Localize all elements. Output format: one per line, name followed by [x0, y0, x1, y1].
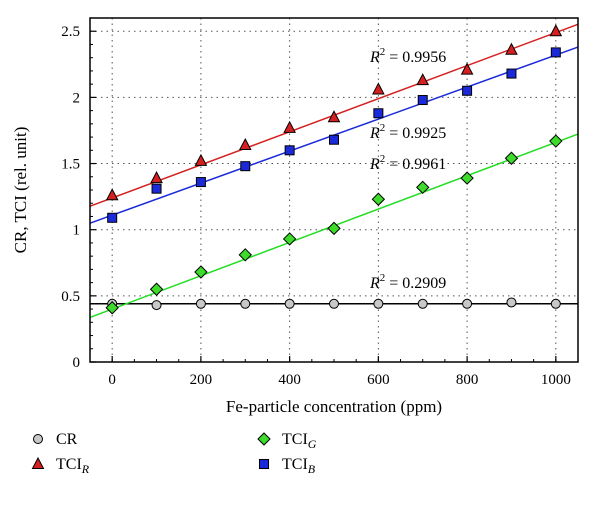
- legend-item: TCIG: [257, 431, 317, 451]
- point-cr: [462, 298, 473, 309]
- legend-item: TCIR: [31, 456, 90, 476]
- point-tci-g: [105, 301, 119, 315]
- point-tci-b: [151, 183, 162, 194]
- point-tci-b: [462, 85, 473, 96]
- point-tci-r: [505, 42, 518, 55]
- legend-label: TCIR: [56, 456, 90, 476]
- legend-label: CR: [56, 431, 78, 448]
- point-tci-r: [150, 171, 163, 184]
- y-axis-title: CR, TCI (rel. unit): [11, 127, 30, 254]
- r2-label-tci-b: R2 = 0.9925: [369, 122, 446, 142]
- legend-label: TCIG: [282, 431, 317, 451]
- point-cr: [417, 298, 428, 309]
- legend-square-icon: [259, 459, 269, 469]
- grid: [90, 18, 578, 363]
- point-tci-r: [283, 120, 296, 133]
- y-tick-label: 0.5: [61, 289, 80, 305]
- point-tci-g: [504, 151, 519, 165]
- point-tci-b: [329, 134, 339, 145]
- y-tick-label: 1: [73, 223, 81, 239]
- point-tci-g: [327, 221, 341, 236]
- point-tci-b: [506, 68, 517, 79]
- point-tci-g: [149, 282, 164, 296]
- point-tci-g: [194, 265, 208, 279]
- point-tci-r: [549, 24, 563, 37]
- point-tci-g: [416, 180, 430, 195]
- legend-diamond-icon: [257, 432, 271, 446]
- x-tick-label: 400: [278, 372, 301, 388]
- r2-label-tci-r: R2 = 0.9956: [369, 46, 446, 66]
- point-tci-g: [549, 134, 563, 148]
- y-tick-label: 2.5: [61, 24, 80, 40]
- point-tci-b: [284, 145, 295, 156]
- legend-triangle-icon: [31, 456, 45, 469]
- point-tci-r: [460, 62, 474, 75]
- legend: CR TCIG TCIR TCIB: [31, 431, 317, 476]
- r-squared-labels: R2 = 0.2909 R2 = 0.9956 R2 = 0.9961 R2 = 0.…: [369, 46, 446, 292]
- point-tci-b: [240, 161, 251, 172]
- point-cr: [240, 298, 251, 309]
- point-tci-g: [282, 232, 297, 246]
- legend-label: TCIB: [282, 456, 316, 476]
- point-tci-b: [195, 177, 206, 188]
- point-tci-r: [372, 82, 385, 95]
- point-tci-g: [460, 171, 474, 185]
- point-cr: [373, 298, 384, 309]
- point-tci-r: [327, 110, 341, 123]
- x-tick-label: 800: [456, 372, 479, 388]
- point-tci-r: [416, 73, 430, 86]
- r2-label-tci-g: R2 = 0.9961: [369, 153, 446, 173]
- y-tick-label: 2: [73, 90, 81, 106]
- x-tick-label: 1000: [541, 372, 571, 388]
- r2-label-cr: R2 = 0.2909: [369, 272, 446, 292]
- point-tci-r: [238, 137, 252, 151]
- axis-ticks: 0 200 400 600 800 1000 0 0.5 1 1.5 2 2.5: [61, 24, 571, 388]
- data-markers: [105, 24, 563, 315]
- point-tci-g: [371, 192, 386, 206]
- y-tick-label: 1.5: [61, 157, 80, 173]
- point-tci-r: [105, 188, 119, 201]
- point-tci-g: [238, 248, 252, 262]
- point-cr: [506, 297, 517, 308]
- plot-frame: [89, 17, 579, 363]
- point-tci-b: [417, 95, 428, 106]
- y-tick-label: 0: [73, 355, 81, 371]
- point-tci-r: [194, 153, 208, 166]
- point-tci-b: [107, 212, 118, 223]
- point-cr: [550, 298, 561, 309]
- point-cr: [195, 298, 206, 309]
- fit-lines: [89, 23, 579, 319]
- point-tci-b: [550, 47, 561, 58]
- point-tci-b: [373, 108, 384, 119]
- point-cr: [284, 298, 295, 309]
- legend-item: CR: [33, 431, 78, 448]
- x-tick-label: 600: [367, 372, 390, 388]
- x-axis-title: Fe-particle concentration (ppm): [226, 397, 442, 416]
- legend-circle-icon: [33, 434, 43, 444]
- point-cr: [329, 298, 339, 309]
- x-tick-label: 0: [108, 372, 116, 388]
- point-cr: [151, 300, 162, 311]
- legend-item: TCIB: [259, 456, 316, 476]
- x-tick-label: 200: [190, 372, 213, 388]
